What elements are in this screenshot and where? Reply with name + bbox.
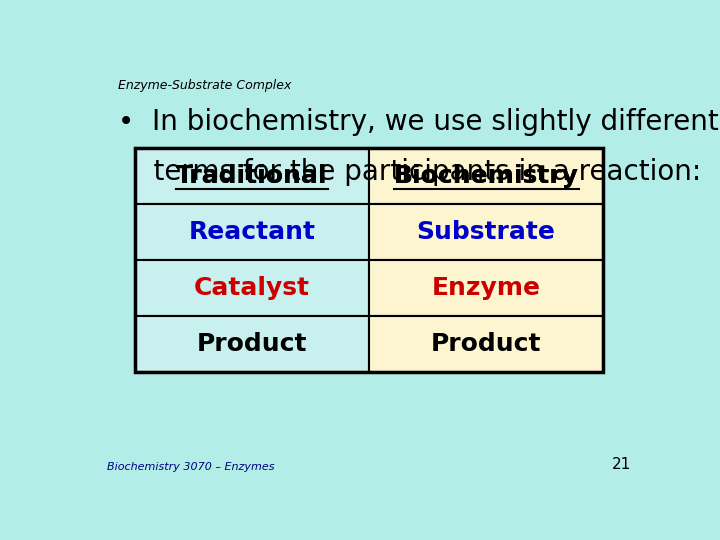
Bar (369, 148, 603, 204)
Bar (135, 260, 369, 316)
Text: Catalyst: Catalyst (194, 276, 310, 300)
Text: Biochemistry: Biochemistry (394, 164, 579, 188)
Text: Reactant: Reactant (189, 220, 315, 244)
Text: •  In biochemistry, we use slightly different: • In biochemistry, we use slightly diffe… (118, 109, 719, 137)
Text: Product: Product (431, 333, 541, 356)
Text: Traditional: Traditional (176, 164, 328, 188)
Text: Product: Product (197, 333, 307, 356)
Bar (135, 148, 369, 204)
Bar (369, 204, 603, 260)
Text: Biochemistry: Biochemistry (394, 164, 579, 188)
Bar (135, 148, 603, 373)
Bar (135, 316, 369, 373)
Text: Enzyme-Substrate Complex: Enzyme-Substrate Complex (118, 79, 292, 92)
Bar (369, 260, 603, 316)
Text: Substrate: Substrate (417, 220, 556, 244)
Bar (135, 204, 369, 260)
Text: terms for the participants in a reaction:: terms for the participants in a reaction… (118, 158, 701, 186)
Text: 21: 21 (612, 457, 631, 472)
Text: Biochemistry 3070 – Enzymes: Biochemistry 3070 – Enzymes (107, 462, 274, 472)
Bar (369, 316, 603, 373)
Text: Traditional: Traditional (176, 164, 328, 188)
Text: Enzyme: Enzyme (432, 276, 541, 300)
